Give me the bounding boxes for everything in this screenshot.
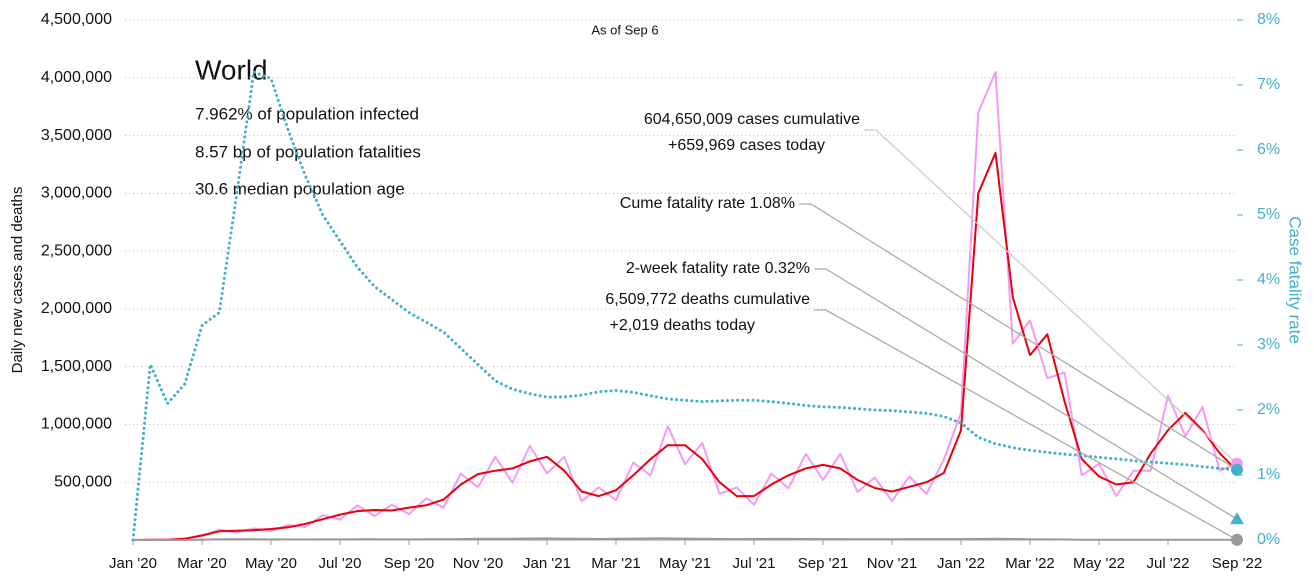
x-tick-label: Sep '20 xyxy=(384,555,434,572)
series-line xyxy=(133,537,1237,541)
leader-line xyxy=(814,309,1238,541)
y2-tick-label: 8% xyxy=(1257,11,1280,28)
y2-axis-label: Case fatality rate xyxy=(1286,216,1305,344)
y-tick-label: 2,500,000 xyxy=(41,242,112,259)
x-tick-label: Jan '20 xyxy=(109,555,157,572)
y2-tick-label: 2% xyxy=(1257,401,1280,418)
y2-tick-label: 3% xyxy=(1257,336,1280,353)
leader-line xyxy=(799,203,1238,471)
x-tick-label: Nov '21 xyxy=(867,555,917,572)
y-tick-label: 2,000,000 xyxy=(41,300,112,317)
annotation: 2-week fatality rate 0.32% xyxy=(626,260,810,277)
y2-tick-label: 4% xyxy=(1257,271,1280,288)
y2-tick-label: 7% xyxy=(1257,76,1280,93)
y-tick-label: 4,000,000 xyxy=(41,69,112,86)
series-line xyxy=(132,151,1238,541)
y2-tick-label: 5% xyxy=(1257,206,1280,223)
end-marker xyxy=(1231,533,1243,546)
stat: 8.57 bp of population fatalities xyxy=(195,142,421,161)
annotation: Cume fatality rate 1.08% xyxy=(620,195,795,212)
x-tick-label: Sep '21 xyxy=(798,555,848,572)
annotation: 604,650,009 cases cumulative xyxy=(644,111,860,128)
y-axis-label: Daily new cases and deaths xyxy=(9,187,26,374)
y-tick-label: 500,000 xyxy=(54,473,112,490)
y-tick-label: 1,000,000 xyxy=(41,416,112,433)
x-tick-label: Jul '20 xyxy=(319,555,362,572)
y-tick-label: 1,500,000 xyxy=(41,358,112,375)
chart-subtitle: As of Sep 6 xyxy=(591,22,658,37)
stat: 7.962% of population infected xyxy=(195,104,419,123)
x-tick-label: Mar '21 xyxy=(591,555,641,572)
y-tick-label: 4,500,000 xyxy=(41,11,112,28)
annotation: +2,019 deaths today xyxy=(610,317,755,334)
x-tick-label: Nov '20 xyxy=(453,555,503,572)
leader-line xyxy=(864,129,1238,465)
x-tick-label: Sep '22 xyxy=(1212,555,1262,572)
x-tick-label: Jan '22 xyxy=(937,555,985,572)
annotation: +659,969 cases today xyxy=(668,137,825,154)
y2-tick-label: 6% xyxy=(1257,141,1280,158)
x-tick-label: May '22 xyxy=(1073,555,1125,572)
chart-title: World xyxy=(195,54,268,85)
annotation: 6,509,772 deaths cumulative xyxy=(605,291,810,308)
y2-tick-label: 1% xyxy=(1257,466,1280,483)
end-marker xyxy=(1230,512,1244,525)
series-line xyxy=(132,71,1238,541)
x-tick-label: May '21 xyxy=(659,555,711,572)
x-tick-label: Mar '20 xyxy=(177,555,227,572)
y2-tick-label: 0% xyxy=(1257,531,1280,548)
leader-line xyxy=(814,268,1238,520)
x-tick-label: Jan '21 xyxy=(523,555,571,572)
x-tick-label: Jul '21 xyxy=(733,555,776,572)
x-tick-label: May '20 xyxy=(245,555,297,572)
x-tick-label: Mar '22 xyxy=(1005,555,1055,572)
stat: 30.6 median population age xyxy=(195,179,405,198)
x-tick-label: Jul '22 xyxy=(1147,555,1190,572)
end-marker xyxy=(1231,463,1243,476)
y-tick-label: 3,000,000 xyxy=(41,185,112,202)
y-tick-label: 3,500,000 xyxy=(41,127,112,144)
